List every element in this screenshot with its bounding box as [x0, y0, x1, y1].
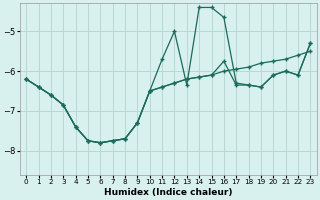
X-axis label: Humidex (Indice chaleur): Humidex (Indice chaleur) — [104, 188, 233, 197]
